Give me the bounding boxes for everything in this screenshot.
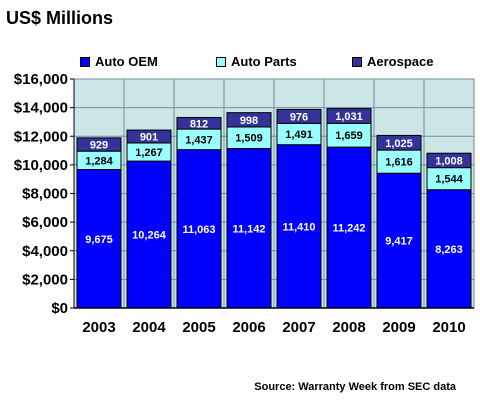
y-tick-label: $2,000 (22, 271, 68, 288)
bar-auto-oem (226, 148, 272, 309)
bar-aerospace (426, 152, 472, 169)
legend-swatch-auto-parts (216, 56, 226, 67)
x-tick-label: 2009 (382, 319, 415, 336)
data-label-aerospace: 901 (140, 132, 158, 144)
legend-item-auto-oem: Auto OEM (80, 54, 158, 69)
bar-auto-oem (126, 160, 172, 309)
source-note: Source: Warranty Week from SEC data (254, 381, 456, 393)
x-tick-label: 2004 (132, 319, 166, 336)
x-tick-label: 2008 (332, 319, 365, 336)
y-tick-label: $16,000 (14, 71, 68, 88)
data-label-auto-parts: 1,616 (385, 157, 413, 169)
y-tick-label: $8,000 (22, 186, 68, 203)
data-label-auto-oem: 11,142 (232, 223, 265, 235)
data-label-auto-oem: 10,264 (132, 230, 167, 242)
bar-auto-oem (326, 146, 372, 309)
data-label-auto-parts: 1,509 (235, 133, 263, 145)
data-label-auto-parts: 1,491 (285, 129, 313, 141)
data-label-auto-parts: 1,544 (435, 174, 463, 186)
legend: Auto OEM Auto Parts Aerospace (80, 54, 470, 70)
data-label-aerospace: 812 (190, 118, 208, 130)
legend-label-aerospace: Aerospace (367, 54, 434, 69)
bar-auto-oem (176, 149, 222, 309)
bar-aerospace (76, 137, 122, 152)
bar-aerospace (326, 108, 372, 124)
legend-swatch-aerospace (352, 56, 362, 67)
data-label-aerospace: 976 (290, 111, 308, 123)
y-tick-label: $10,000 (14, 157, 68, 174)
y-tick-label: $12,000 (14, 128, 68, 145)
y-tick-label: $6,000 (22, 214, 68, 231)
x-tick-label: 2003 (82, 319, 115, 336)
data-label-aerospace: 1,025 (385, 138, 413, 150)
bar-auto-oem (76, 169, 122, 309)
data-label-auto-parts: 1,284 (85, 155, 113, 167)
bar-aerospace (226, 112, 272, 128)
data-label-auto-oem: 9,675 (85, 234, 113, 246)
x-tick-label: 2010 (432, 319, 465, 336)
data-label-aerospace: 1,031 (335, 111, 363, 123)
data-label-auto-oem: 11,063 (182, 224, 215, 236)
data-label-auto-oem: 11,242 (332, 223, 365, 235)
y-tick-label: $4,000 (22, 243, 68, 260)
x-tick-label: 2005 (182, 319, 215, 336)
legend-label-auto-parts: Auto Parts (231, 54, 297, 69)
legend-item-auto-parts: Auto Parts (216, 54, 297, 69)
x-tick-label: 2007 (282, 319, 315, 336)
y-tick-label: $14,000 (14, 100, 68, 117)
bar-aerospace (126, 129, 172, 144)
bar-aerospace (276, 108, 322, 124)
y-tick-label: $0 (51, 300, 68, 317)
x-tick-label: 2006 (232, 319, 265, 336)
legend-label-auto-oem: Auto OEM (95, 54, 158, 69)
data-label-aerospace: 998 (240, 115, 258, 127)
legend-item-aerospace: Aerospace (352, 54, 433, 69)
data-label-aerospace: 929 (90, 140, 108, 152)
data-label-auto-parts: 1,659 (335, 130, 363, 142)
data-label-aerospace: 1,008 (435, 155, 463, 167)
data-label-auto-oem: 9,417 (385, 236, 413, 248)
bar-aerospace (176, 116, 222, 130)
data-label-auto-parts: 1,437 (185, 134, 213, 146)
chart-title: US$ Millions (6, 8, 114, 28)
bar-aerospace (376, 134, 422, 151)
data-label-auto-oem: 11,410 (282, 221, 315, 233)
legend-swatch-auto-oem (80, 56, 90, 67)
data-label-auto-parts: 1,267 (135, 147, 163, 159)
data-label-auto-oem: 8,263 (435, 244, 463, 256)
